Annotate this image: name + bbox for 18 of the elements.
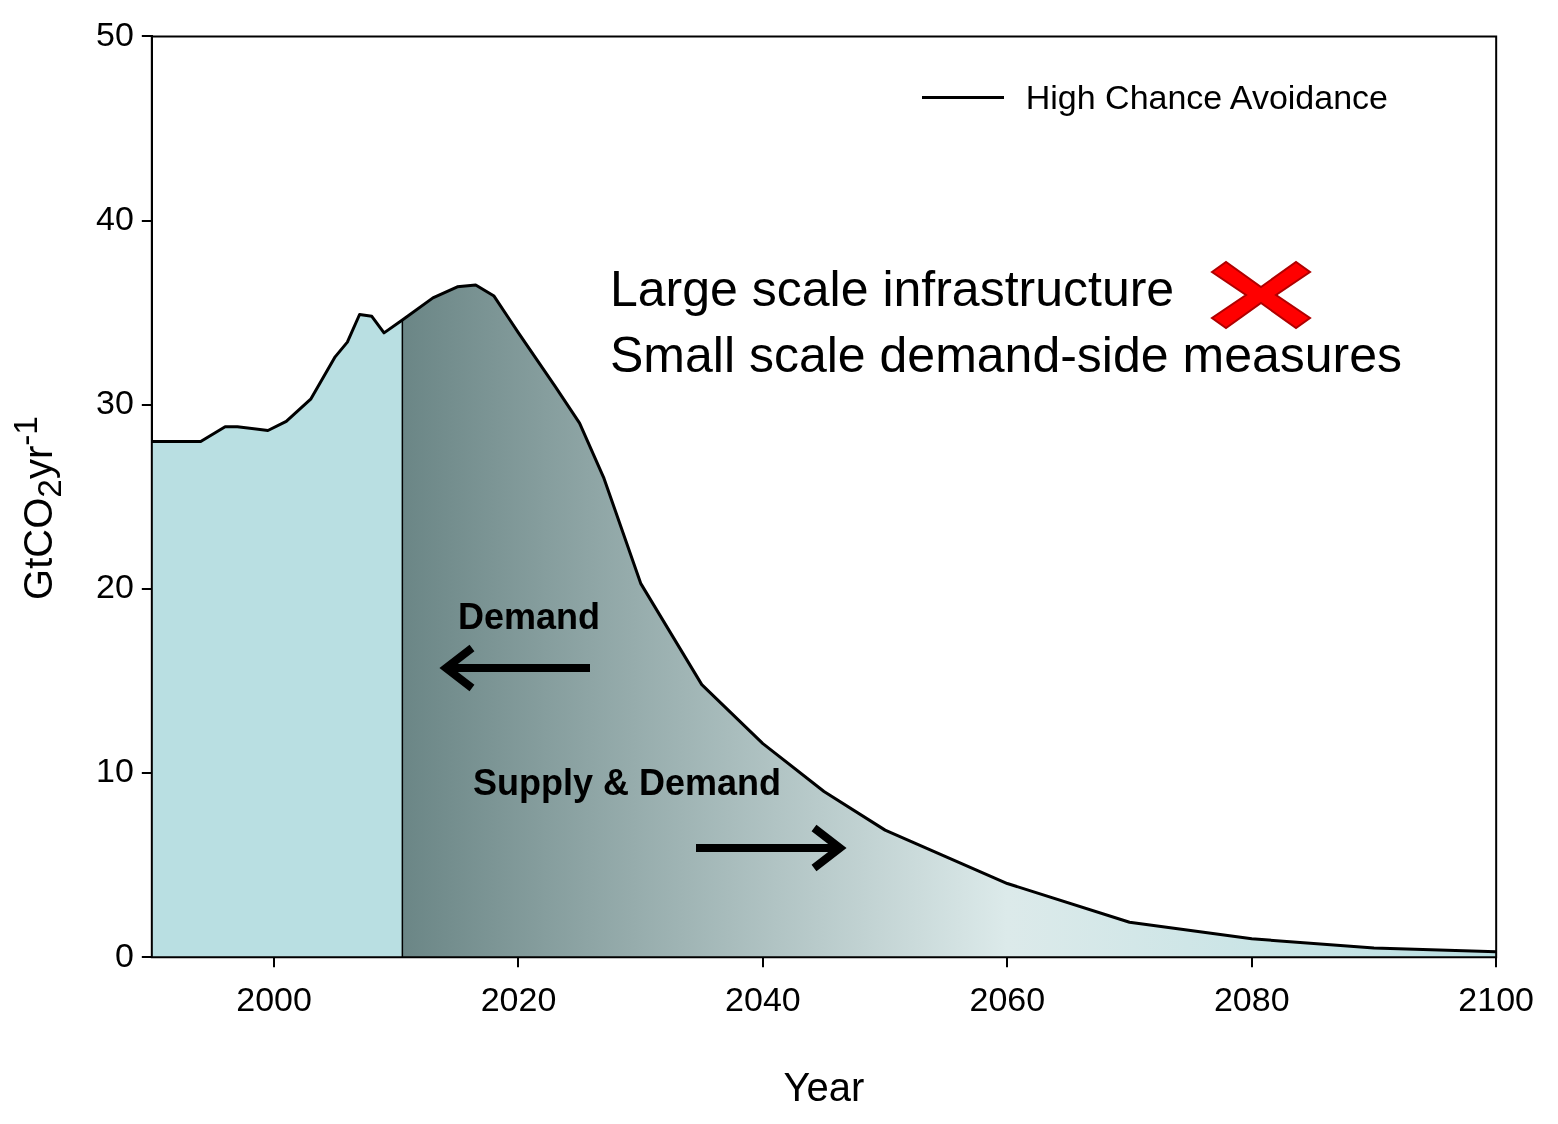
y-tick-label: 50 bbox=[95, 14, 134, 53]
x-tick-label: 2100 bbox=[1458, 979, 1534, 1018]
y-tick-label: 30 bbox=[95, 383, 134, 422]
annotation: Demand bbox=[458, 596, 601, 638]
annotation: Small scale demand-side measures bbox=[610, 326, 1403, 384]
y-tick-label: 40 bbox=[95, 198, 134, 237]
x-tick-label: 2060 bbox=[969, 979, 1046, 1018]
y-tick-label: 20 bbox=[95, 567, 134, 606]
x-tick-label: 2080 bbox=[1213, 979, 1290, 1018]
legend-label: High Chance Avoidance bbox=[1025, 78, 1388, 117]
y-tick-label: 0 bbox=[114, 935, 134, 974]
x-axis-title: Year bbox=[783, 1065, 865, 1110]
x-tick-label: 2020 bbox=[480, 979, 557, 1018]
annotation: Supply & Demand bbox=[473, 762, 782, 804]
y-tick-label: 10 bbox=[95, 751, 134, 790]
annotation: Large scale infrastructure bbox=[610, 260, 1175, 318]
x-tick-label: 2040 bbox=[725, 979, 801, 1018]
x-tick-label: 2000 bbox=[236, 979, 312, 1018]
